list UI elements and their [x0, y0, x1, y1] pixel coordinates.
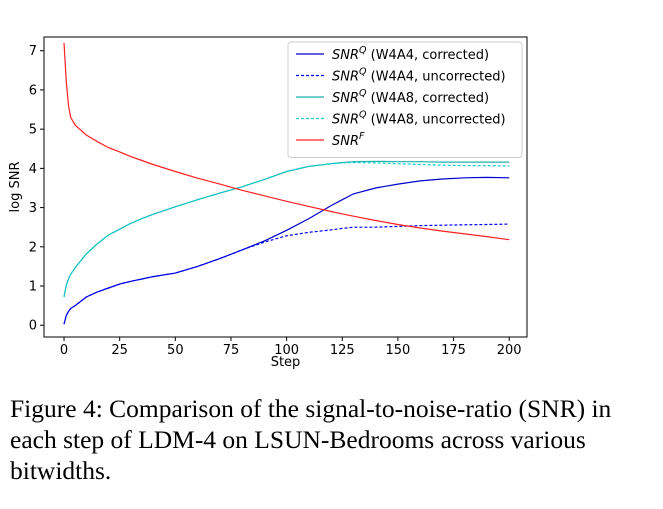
y-tick-label: 0 [29, 319, 37, 334]
snr-line-chart: 0 25 50 75 100 125 150 175 200 0 1 2 3 4 5 6 7 Step log … [8, 36, 528, 370]
legend-label-4: SNRQ (W4A8, uncorrected) [332, 110, 506, 128]
y-axis-label: log SNR [8, 162, 23, 213]
y-tick-label: 4 [29, 162, 37, 177]
legend-detail: (W4A8, corrected) [367, 91, 490, 106]
legend-detail: (W4A4, corrected) [367, 48, 490, 63]
x-tick-label: 0 [60, 343, 68, 358]
plot-frame [43, 36, 528, 338]
series-line-2 [63, 223, 510, 325]
x-tick-label: 75 [223, 343, 240, 358]
series-line-4 [63, 161, 510, 298]
legend-label-3: SNRQ (W4A8, corrected) [332, 88, 489, 106]
legend-superscript: Q [359, 45, 367, 56]
y-tick-label: 2 [29, 240, 37, 255]
y-tick-label: 3 [29, 201, 37, 216]
x-tick-label: 200 [497, 343, 522, 358]
x-axis-label: Step [271, 355, 301, 370]
ticks-layer: 0 25 50 75 100 125 150 175 200 0 1 2 3 4 5 6 7 [29, 44, 522, 358]
figure-caption: Figure 4: Comparison of the signal-to-no… [10, 394, 612, 485]
series-line-5 [63, 42, 510, 241]
x-tick-label: 125 [330, 343, 355, 358]
legend-box [287, 41, 523, 158]
legend-superscript: Q [359, 88, 367, 99]
legend-label-5: SNRF [332, 131, 365, 149]
x-tick-label: 25 [111, 343, 128, 358]
x-tick-label: 175 [441, 343, 466, 358]
legend-label-1: SNRQ (W4A4, corrected) [332, 45, 489, 63]
series-line-1 [63, 176, 510, 325]
legend-superscript: Q [359, 110, 367, 121]
y-tick-label: 6 [29, 83, 37, 98]
y-tick-label: 7 [29, 44, 37, 59]
y-tick-label: 1 [29, 280, 37, 295]
y-tick-label: 5 [29, 123, 37, 138]
x-tick-label: 150 [385, 343, 410, 358]
legend-symbol: SNR [332, 113, 359, 128]
legend-superscript: F [359, 131, 365, 142]
series-layer [63, 42, 510, 325]
legend-symbol: SNR [332, 91, 359, 106]
series-line-3 [63, 160, 510, 298]
legend-label-2: SNRQ (W4A4, uncorrected) [332, 67, 506, 85]
legend-detail: (W4A4, uncorrected) [367, 70, 506, 85]
x-tick-label: 50 [167, 343, 184, 358]
legend: SNRQ (W4A4, corrected)SNRQ (W4A4, uncorr… [287, 41, 523, 158]
legend-symbol: SNR [332, 70, 359, 85]
legend-symbol: SNR [332, 48, 359, 63]
legend-detail: (W4A8, uncorrected) [367, 113, 506, 128]
legend-symbol: SNR [332, 134, 359, 149]
legend-superscript: Q [359, 67, 367, 78]
x-tick-label: 100 [274, 343, 299, 358]
